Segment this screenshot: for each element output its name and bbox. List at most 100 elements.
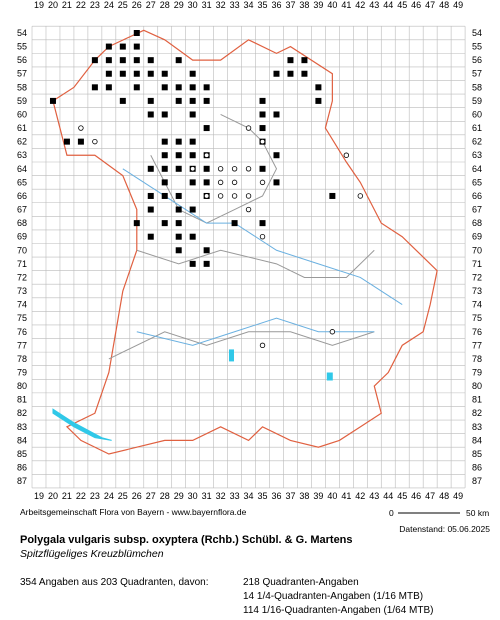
column-label: 35 xyxy=(258,0,268,10)
column-label: 31 xyxy=(202,0,212,10)
row-label: 76 xyxy=(17,327,27,337)
occurrence-circle xyxy=(217,179,224,186)
column-label: 48 xyxy=(439,491,449,501)
occurrence-square xyxy=(301,70,308,77)
row-label: 72 xyxy=(17,272,27,282)
occurrence-square xyxy=(91,84,98,91)
occurrence-square xyxy=(273,111,280,118)
row-label: 84 xyxy=(17,435,27,445)
row-label: 77 xyxy=(17,340,27,350)
occurrence-square xyxy=(273,152,280,159)
row-label: 65 xyxy=(17,177,27,187)
lake xyxy=(326,372,333,381)
occurrence-square xyxy=(161,138,168,145)
row-label: 67 xyxy=(17,205,27,215)
row-label: 67 xyxy=(472,205,482,215)
lake xyxy=(228,349,234,362)
column-label: 27 xyxy=(146,491,156,501)
stats-line: 14 1/4-Quadranten-Angaben (1/16 MTB) xyxy=(243,591,423,602)
column-label: 40 xyxy=(327,491,337,501)
row-label: 79 xyxy=(17,368,27,378)
occurrence-circle xyxy=(245,206,252,213)
occurrence-square xyxy=(147,206,154,213)
row-label: 71 xyxy=(472,259,482,269)
occurrence-square xyxy=(133,84,140,91)
row-label: 60 xyxy=(17,109,27,119)
column-label: 22 xyxy=(76,491,86,501)
occurrence-circle xyxy=(259,342,266,349)
occurrence-square xyxy=(203,97,210,104)
row-label: 85 xyxy=(472,449,482,459)
occurrence-marks xyxy=(49,30,364,349)
row-label: 68 xyxy=(472,218,482,228)
occurrence-square xyxy=(133,57,140,64)
occurrence-square xyxy=(91,57,98,64)
column-label: 37 xyxy=(285,0,295,10)
occurrence-square xyxy=(203,247,210,254)
row-label: 76 xyxy=(472,327,482,337)
occurrence-square xyxy=(203,125,210,132)
occurrence-square xyxy=(189,84,196,91)
occurrence-circle xyxy=(189,166,196,172)
scale-start: 0 xyxy=(389,508,394,518)
occurrence-square xyxy=(175,165,182,172)
column-label: 44 xyxy=(383,491,393,501)
column-label: 23 xyxy=(90,491,100,501)
row-label: 83 xyxy=(17,422,27,432)
column-label: 36 xyxy=(271,491,281,501)
occurrence-square xyxy=(287,57,294,64)
row-label: 68 xyxy=(17,218,27,228)
occurrence-square xyxy=(301,57,308,64)
row-label: 61 xyxy=(17,123,27,133)
column-label: 44 xyxy=(383,0,393,10)
occurrence-square xyxy=(119,70,126,77)
row-label: 55 xyxy=(17,42,27,52)
row-label: 54 xyxy=(17,28,27,38)
occurrence-square xyxy=(63,138,70,145)
column-label: 46 xyxy=(411,491,421,501)
row-label: 79 xyxy=(472,368,482,378)
occurrence-circle xyxy=(217,166,224,172)
column-label: 33 xyxy=(230,0,240,10)
occurrence-circle xyxy=(231,179,238,186)
occurrence-square xyxy=(189,70,196,77)
row-label: 58 xyxy=(17,82,27,92)
column-label: 42 xyxy=(355,491,365,501)
occurrence-square xyxy=(119,57,126,64)
stats-summary: 354 Angaben aus 203 Quadranten, davon: xyxy=(20,577,209,588)
occurrence-square xyxy=(133,30,140,36)
occurrence-square xyxy=(105,43,112,50)
river xyxy=(136,317,375,346)
row-label: 64 xyxy=(472,164,482,174)
row-label: 62 xyxy=(472,137,482,147)
occurrence-square xyxy=(175,57,182,64)
occurrence-circle xyxy=(245,166,252,172)
column-label: 37 xyxy=(285,491,295,501)
occurrence-circle xyxy=(203,193,210,199)
occurrence-square xyxy=(259,97,266,104)
occurrence-square xyxy=(49,97,56,104)
occurrence-square xyxy=(203,84,210,91)
occurrence-circle xyxy=(245,193,252,199)
column-label: 26 xyxy=(132,0,142,10)
row-label: 62 xyxy=(17,137,27,147)
row-label: 77 xyxy=(472,340,482,350)
occurrence-square xyxy=(161,70,168,77)
column-label: 22 xyxy=(76,0,86,10)
column-label: 49 xyxy=(453,0,463,10)
occurrence-square xyxy=(161,84,168,91)
occurrence-square xyxy=(161,179,168,186)
column-label: 47 xyxy=(425,491,435,501)
column-label: 41 xyxy=(341,0,351,10)
column-label: 34 xyxy=(244,491,254,501)
column-label: 25 xyxy=(118,491,128,501)
occurrence-circle xyxy=(259,179,266,186)
occurrence-square xyxy=(147,70,154,77)
column-label: 48 xyxy=(439,0,449,10)
occurrence-circle xyxy=(217,193,224,199)
row-label: 81 xyxy=(17,395,27,405)
column-label: 21 xyxy=(62,491,72,501)
occurrence-square xyxy=(203,179,210,186)
row-label: 57 xyxy=(17,69,27,79)
row-label: 56 xyxy=(17,55,27,65)
